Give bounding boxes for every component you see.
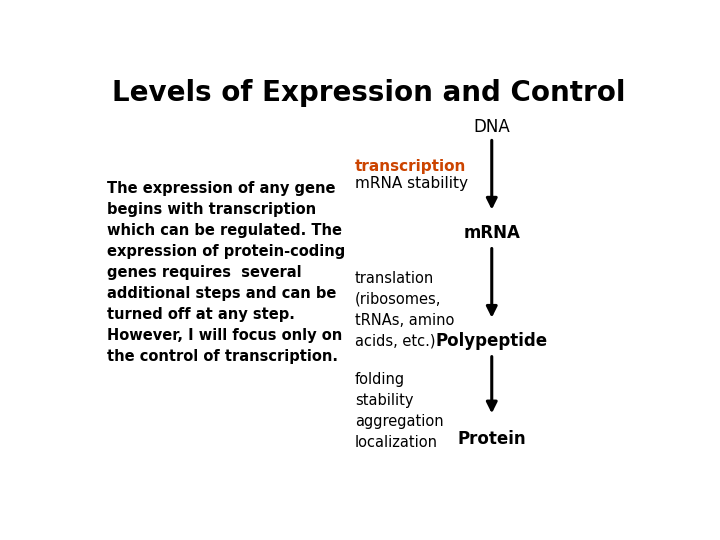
Text: Protein: Protein	[457, 430, 526, 448]
Text: transcription: transcription	[355, 159, 467, 174]
Text: mRNA stability: mRNA stability	[355, 176, 468, 191]
Text: translation
(ribosomes,
tRNAs, amino
acids, etc.): translation (ribosomes, tRNAs, amino aci…	[355, 271, 454, 349]
Text: Polypeptide: Polypeptide	[436, 332, 548, 350]
Text: Levels of Expression and Control: Levels of Expression and Control	[112, 79, 626, 107]
Text: DNA: DNA	[473, 118, 510, 136]
Text: folding
stability
aggregation
localization: folding stability aggregation localizati…	[355, 373, 444, 450]
Text: mRNA: mRNA	[464, 224, 520, 242]
Text: The expression of any gene
begins with transcription
which can be regulated. The: The expression of any gene begins with t…	[107, 181, 345, 364]
